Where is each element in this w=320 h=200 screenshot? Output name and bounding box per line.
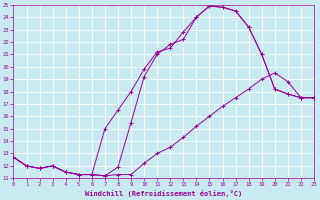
X-axis label: Windchill (Refroidissement éolien,°C): Windchill (Refroidissement éolien,°C)	[85, 190, 242, 197]
